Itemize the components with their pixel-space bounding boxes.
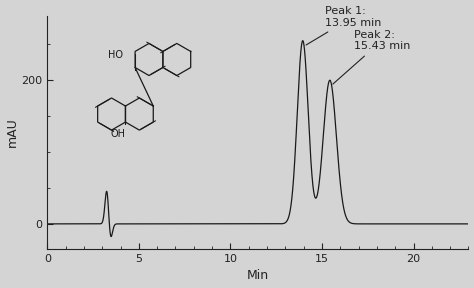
Text: Peak 1:
13.95 min: Peak 1: 13.95 min [306,6,381,45]
Text: Peak 2:
15.43 min: Peak 2: 15.43 min [333,30,410,84]
X-axis label: Min: Min [247,270,269,283]
Y-axis label: mAU: mAU [6,118,18,147]
